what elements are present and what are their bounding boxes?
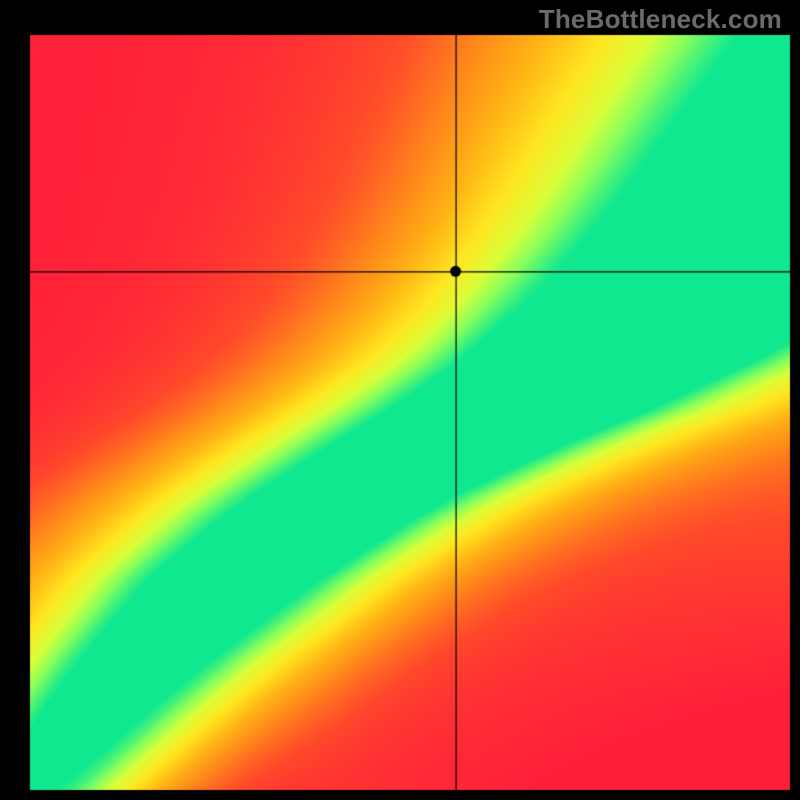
bottleneck-heatmap bbox=[0, 0, 800, 800]
watermark-label: TheBottleneck.com bbox=[539, 4, 782, 35]
